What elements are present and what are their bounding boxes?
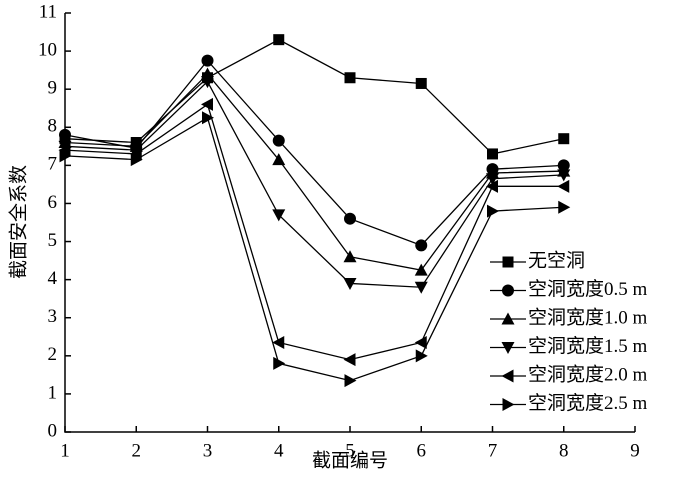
data-point [486,179,498,193]
x-tick-label: 9 [630,440,640,461]
y-tick-label: 5 [48,230,58,251]
y-tick-label: 0 [48,420,58,441]
legend-marker [502,398,515,411]
y-tick-label: 6 [48,192,58,213]
x-tick-label: 4 [274,440,284,461]
series-line [64,80,564,288]
data-point [58,143,71,157]
x-tick-label: 2 [132,440,142,461]
x-tick-label: 8 [559,440,569,461]
y-axis-label: 截面安全系数 [7,165,29,279]
data-point [557,169,571,182]
data-point [272,209,286,222]
data-point [558,133,570,145]
data-point [557,179,570,193]
legend-label: 无空洞 [528,249,585,271]
y-tick-label: 9 [48,78,58,99]
x-tick-label: 1 [60,440,70,461]
legend-label: 空洞宽度1.5 m [528,335,648,357]
series-line [64,38,564,155]
y-tick-label: 7 [48,154,58,175]
legend-marker [502,256,514,268]
data-point [486,173,499,186]
data-point [344,72,356,84]
data-point [273,356,286,370]
data-point [487,148,498,160]
data-point [201,54,214,67]
data-point [272,153,286,166]
data-point [59,128,71,141]
x-tick-label: 3 [203,440,213,461]
legend-label: 空洞宽度1.0 m [528,306,648,328]
data-point [414,263,428,276]
y-tick-label: 10 [38,39,57,60]
y-tick-label: 1 [48,382,58,403]
series-line [64,103,564,361]
data-point [201,76,214,89]
x-tick-label: 7 [488,440,498,461]
data-point [414,335,427,349]
x-axis-label: 截面编号 [312,449,388,471]
legend-label: 空洞宽度2.5 m [528,392,648,414]
y-tick-label: 11 [39,1,57,22]
data-point [415,349,428,363]
data-point [414,281,428,294]
legend-marker [501,312,515,325]
data-point [130,153,143,167]
data-point [129,147,142,161]
data-point [343,250,357,263]
legend-marker [502,284,514,297]
data-point [558,200,571,214]
data-point [273,34,285,46]
legend-marker [501,369,514,383]
data-point [344,374,357,388]
legend-label: 空洞宽度0.5 m [528,278,648,300]
y-tick-label: 2 [48,344,58,365]
data-point [415,239,428,252]
data-point [272,335,285,349]
data-point [415,77,427,89]
data-point [344,212,356,225]
data-point [59,149,72,163]
x-tick-label: 5 [345,440,355,461]
data-point [202,111,214,125]
data-point [343,277,357,290]
legend-marker [501,342,515,354]
data-point [487,204,499,218]
y-tick-label: 8 [48,116,58,137]
legend-label: 空洞宽度2.0 m [528,363,648,385]
data-point [201,97,213,111]
y-tick-label: 3 [48,306,58,327]
data-point [272,134,285,147]
x-tick-label: 6 [417,440,427,461]
series-line [64,72,564,271]
y-tick-label: 4 [48,268,58,289]
data-point [343,353,356,367]
series-line [64,116,564,382]
